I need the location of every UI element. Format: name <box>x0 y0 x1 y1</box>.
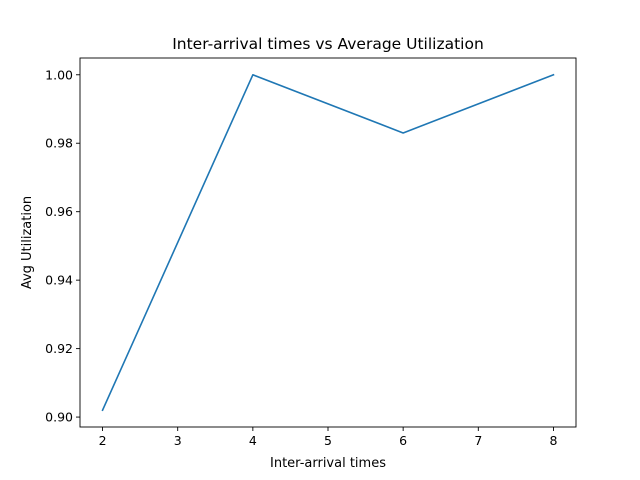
y-tick-label: 0.94 <box>45 273 73 288</box>
y-axis-label: Avg Utilization <box>20 196 35 289</box>
x-axis-label: Inter-arrival times <box>270 456 386 471</box>
y-tick-label: 0.90 <box>45 410 73 425</box>
series-layer <box>101 73 555 412</box>
y-tick-label: 0.92 <box>45 341 73 356</box>
x-tick-label: 6 <box>399 433 407 448</box>
x-tick-label: 7 <box>474 433 482 448</box>
x-tick-label: 2 <box>99 433 107 448</box>
x-axis-ticks: 2 3 4 5 6 7 8 <box>99 427 557 448</box>
y-tick-label: 0.96 <box>45 204 73 219</box>
series-line <box>101 73 555 412</box>
chart-title: Inter-arrival times vs Average Utilizati… <box>172 35 484 53</box>
x-tick-label: 4 <box>249 433 257 448</box>
x-tick-label: 5 <box>324 433 332 448</box>
y-tick-label: 1.00 <box>45 67 73 82</box>
x-tick-label: 8 <box>549 433 557 448</box>
y-tick-label: 0.98 <box>45 136 73 151</box>
y-axis-ticks: 0.90 0.92 0.94 0.96 0.98 1.00 <box>45 67 80 425</box>
x-tick-label: 3 <box>174 433 182 448</box>
plot-area: 2 3 4 5 6 7 8 0.90 0.92 0.94 0.96 0.98 1.00 <box>45 57 577 448</box>
